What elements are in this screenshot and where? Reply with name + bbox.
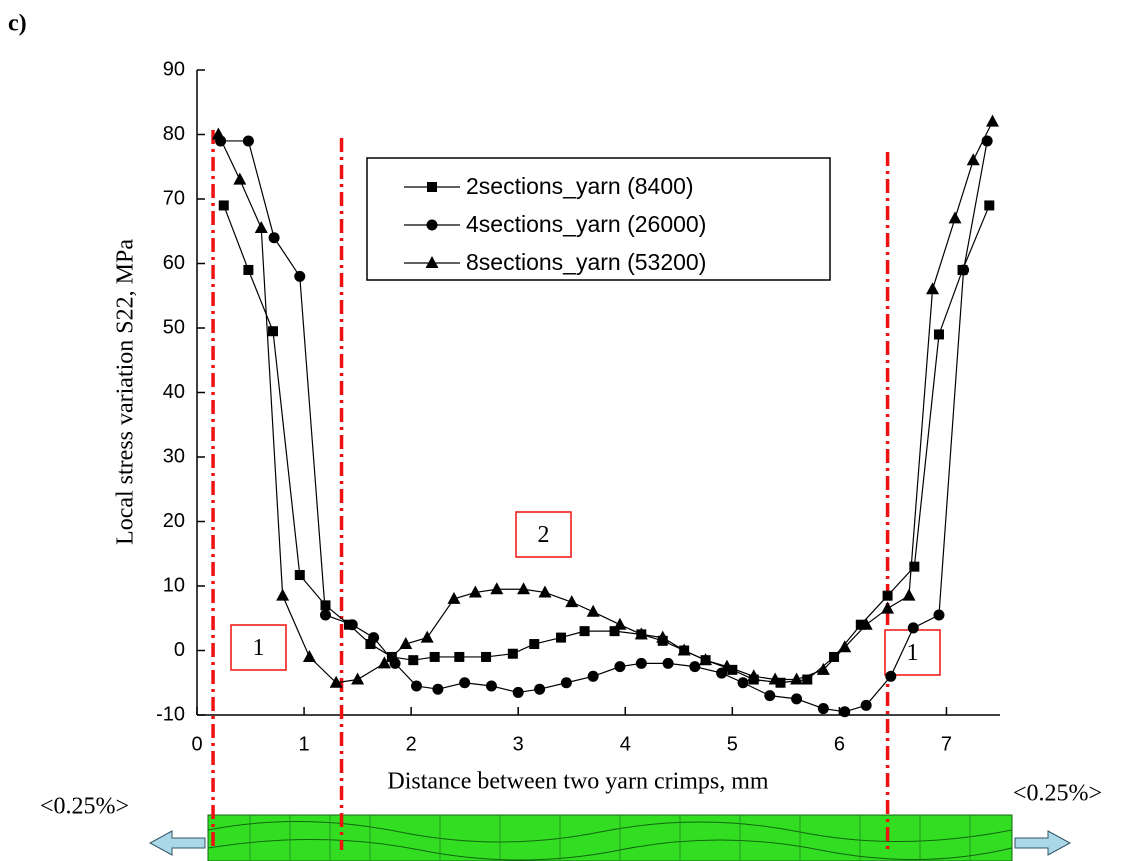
y-tick-label: 50: [163, 316, 185, 338]
figure: c) -10 0 10 20 30 40 50 60 70 80 90 0 1 2 3 4 5 6 7 Distanc…: [0, 0, 1135, 861]
marker: [295, 570, 305, 580]
marker: [490, 582, 503, 594]
x-tick-label: 0: [191, 733, 202, 755]
marker: [421, 631, 434, 643]
load-label: <0.25%>: [1013, 781, 1102, 807]
marker: [276, 589, 289, 601]
marker: [269, 232, 280, 243]
marker: [320, 610, 331, 621]
marker: [255, 221, 268, 233]
marker: [934, 329, 944, 339]
marker: [790, 673, 803, 685]
marker: [486, 680, 497, 691]
marker: [986, 115, 999, 127]
marker: [427, 182, 437, 192]
x-tick-label: 4: [620, 733, 631, 755]
y-tick-label: 80: [163, 123, 185, 145]
y-tick-label: 0: [174, 639, 185, 661]
marker: [481, 652, 491, 662]
marker: [534, 684, 545, 695]
marker: [368, 632, 379, 643]
marker: [926, 282, 939, 294]
marker: [454, 652, 464, 662]
y-tick-label: -10: [156, 703, 185, 725]
marker: [347, 619, 358, 630]
annotation: 1: [907, 640, 919, 666]
marker: [219, 200, 229, 210]
marker: [430, 652, 440, 662]
y-tick-label: 90: [163, 58, 185, 80]
marker: [818, 703, 829, 714]
marker: [432, 684, 443, 695]
marker: [303, 650, 316, 662]
marker: [529, 639, 539, 649]
marker: [967, 153, 980, 165]
marker: [764, 690, 775, 701]
marker: [689, 661, 700, 672]
marker: [408, 655, 418, 665]
marker: [517, 582, 530, 594]
marker: [881, 602, 894, 614]
marker: [294, 271, 305, 282]
marker: [587, 605, 600, 617]
marker: [508, 649, 518, 659]
marker: [885, 671, 896, 682]
marker: [636, 658, 647, 669]
marker: [459, 677, 470, 688]
y-tick-label: 60: [163, 252, 185, 274]
marker: [908, 622, 919, 633]
legend-label: 4sections_yarn (26000): [466, 211, 706, 237]
load-label: <0.25%>: [40, 794, 129, 820]
marker: [839, 706, 850, 717]
marker: [613, 618, 626, 630]
marker: [614, 661, 625, 672]
annotation: 2: [538, 522, 550, 548]
marker: [243, 265, 253, 275]
marker: [561, 677, 572, 688]
marker: [351, 673, 364, 685]
marker: [565, 595, 578, 607]
x-tick-label: 3: [513, 733, 524, 755]
x-axis-label: Distance between two yarn crimps, mm: [387, 769, 769, 795]
x-tick-label: 7: [941, 733, 952, 755]
marker: [958, 264, 969, 275]
marker: [427, 220, 438, 231]
y-tick-label: 10: [163, 574, 185, 596]
x-tick-label: 2: [406, 733, 417, 755]
marker: [791, 693, 802, 704]
marker: [588, 671, 599, 682]
marker: [268, 326, 278, 336]
marker: [933, 610, 944, 621]
marker: [829, 652, 839, 662]
legend-label: 8sections_yarn (53200): [466, 249, 706, 275]
y-tick-label: 30: [163, 445, 185, 467]
marker: [580, 626, 590, 636]
x-tick-label: 6: [834, 733, 845, 755]
legend-label: 2sections_yarn (8400): [466, 173, 694, 199]
y-axis-label: Local stress variation S22, MPa: [113, 239, 139, 545]
marker: [883, 591, 893, 601]
marker: [902, 589, 915, 601]
marker: [663, 658, 674, 669]
marker: [243, 135, 254, 146]
marker: [949, 211, 962, 223]
yarn-model: [150, 815, 1070, 861]
x-tick-label: 5: [727, 733, 738, 755]
marker: [233, 173, 246, 185]
marker: [390, 658, 401, 669]
annotation: 1: [253, 635, 265, 661]
marker: [984, 200, 994, 210]
panel-label: c): [8, 11, 27, 37]
y-tick-label: 40: [163, 381, 185, 403]
marker: [411, 680, 422, 691]
marker: [861, 700, 872, 711]
marker: [556, 633, 566, 643]
y-tick-label: 70: [163, 187, 185, 209]
y-tick-label: 20: [163, 510, 185, 532]
marker: [738, 677, 749, 688]
x-tick-label: 1: [299, 733, 310, 755]
marker: [513, 687, 524, 698]
